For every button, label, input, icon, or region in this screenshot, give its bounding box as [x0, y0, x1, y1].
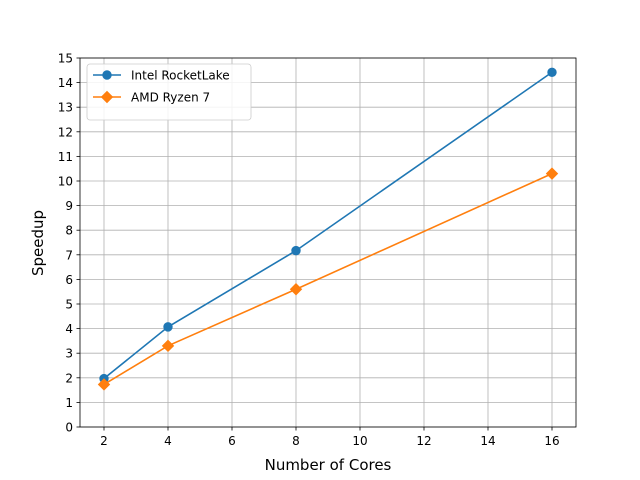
- y-tick-label: 1: [65, 396, 73, 410]
- plot-frame: [79, 57, 577, 428]
- legend-label: Intel RocketLake: [131, 69, 230, 83]
- data-point: [97, 378, 111, 391]
- x-tick-label: 10: [352, 434, 367, 448]
- x-axis-title: Number of Cores: [265, 456, 392, 474]
- y-tick-label: 7: [65, 248, 73, 262]
- legend-marker: [102, 70, 112, 80]
- x-tick-label: 8: [292, 434, 300, 448]
- series-line: [103, 71, 553, 380]
- series-layer: [97, 67, 559, 391]
- x-tick-label: 14: [480, 434, 495, 448]
- y-tick-label: 9: [65, 199, 73, 213]
- legend-label: AMD Ryzen 7: [131, 91, 210, 105]
- y-tick-label: 12: [58, 125, 73, 139]
- y-tick-label: 8: [65, 224, 73, 238]
- y-tick-label: 15: [58, 52, 73, 66]
- legend-item: Intel RocketLake: [93, 69, 230, 83]
- x-tick-label: 2: [100, 434, 108, 448]
- legend-box: [86, 63, 252, 121]
- data-point: [291, 245, 301, 256]
- y-tick-label: 6: [65, 273, 73, 287]
- legend-marker: [100, 90, 114, 104]
- legend-item: AMD Ryzen 7: [93, 91, 210, 105]
- data-point: [547, 67, 557, 77]
- x-tick-label: 4: [164, 434, 172, 448]
- data-point: [161, 339, 175, 353]
- y-tick-label: 13: [58, 101, 73, 115]
- series-2: [97, 167, 559, 391]
- y-tick-label: 4: [65, 322, 73, 336]
- data-point: [163, 322, 173, 332]
- y-tick-label: 0: [65, 421, 73, 435]
- data-point: [545, 167, 559, 180]
- x-tick-label: 16: [544, 434, 559, 448]
- y-tick-label: 14: [58, 76, 73, 90]
- y-axis-title: Speedup: [29, 210, 47, 276]
- y-tick-label: 3: [65, 347, 73, 361]
- y-tick-label: 5: [65, 298, 73, 312]
- x-tick-label: 12: [416, 434, 431, 448]
- y-tick-label: 10: [58, 175, 73, 189]
- x-tick-label: 6: [228, 434, 236, 448]
- y-tick-label: 11: [58, 150, 73, 164]
- data-point: [289, 283, 303, 296]
- y-tick-label: 2: [65, 371, 73, 385]
- series-line: [103, 172, 553, 386]
- legend: Intel RocketLake AMD Ryzen 7: [86, 63, 252, 121]
